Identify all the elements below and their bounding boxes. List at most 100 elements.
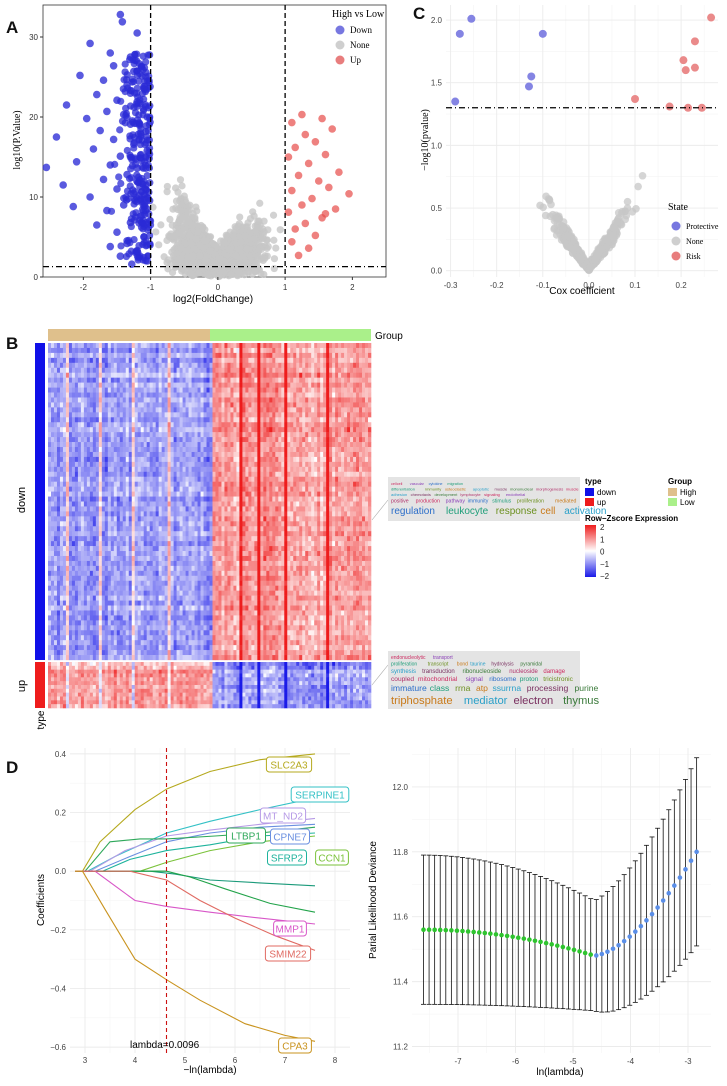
heatmap-cell (152, 377, 156, 383)
none-point (188, 221, 196, 230)
heatmap-cell (281, 367, 285, 374)
y-tick-label: 0.0 (431, 267, 443, 276)
heatmap-cell (197, 357, 201, 364)
heatmap-cell (224, 362, 228, 369)
heatmap-cell (290, 397, 294, 403)
heatmap-cell (221, 402, 225, 408)
heatmap-cell (224, 377, 228, 383)
down-point (93, 90, 101, 99)
heatmap-cell (203, 422, 207, 428)
heatmap-cell (92, 387, 97, 393)
heatmap-cell (356, 372, 360, 378)
heatmap-cell (164, 347, 168, 354)
heatmap-cell (227, 382, 231, 388)
none-point (638, 171, 647, 180)
heatmap-cell (272, 347, 276, 354)
heatmap-cell (302, 387, 306, 393)
heatmap-cell (170, 367, 174, 374)
heatmap-cell (98, 387, 103, 393)
heatmap-cell (296, 343, 300, 349)
heatmap-cell (302, 392, 306, 398)
heatmap-cell (143, 382, 147, 388)
heatmap-cell (104, 387, 109, 393)
heatmap-cell (338, 362, 342, 369)
heatmap-cell (62, 357, 67, 364)
heatmap-cell (182, 347, 186, 354)
heatmap-cell (53, 402, 58, 408)
heatmap-cell (350, 372, 354, 378)
protective-point (467, 14, 476, 23)
heatmap-cell (332, 367, 336, 374)
heatmap-cell (212, 382, 216, 388)
x-tick-label: 2 (350, 283, 355, 292)
heatmap-cell (287, 352, 291, 359)
heatmap-cell (251, 417, 255, 423)
down-point (135, 219, 143, 227)
heatmap-cell (182, 397, 186, 403)
heatmap-cell (248, 417, 252, 423)
heatmap-cell (293, 412, 297, 418)
heatmap-cell (182, 382, 186, 388)
heatmap-cell (329, 382, 333, 388)
heatmap-cell (158, 407, 162, 413)
heatmap-cell (146, 357, 150, 364)
down-point (62, 101, 71, 109)
heatmap-cell (209, 412, 213, 418)
heatmap-cell (335, 392, 339, 398)
heatmap-cell (341, 347, 345, 354)
heatmap-cell (257, 367, 261, 374)
heatmap-cell (311, 347, 315, 354)
up-point (318, 114, 326, 123)
heatmap-cell (239, 412, 243, 418)
heatmap-cell (275, 367, 279, 374)
heatmap-cell (182, 392, 186, 398)
heatmap-cell (59, 357, 64, 364)
down-point (123, 170, 131, 179)
heatmap-cell (143, 357, 147, 364)
heatmap-cell (155, 357, 159, 364)
heatmap-cell (119, 382, 124, 388)
down-point (119, 110, 128, 119)
heatmap-cell (350, 402, 354, 408)
heatmap-cell (68, 362, 73, 369)
heatmap-cell (110, 362, 115, 369)
heatmap-cell (80, 407, 85, 413)
down-point (76, 71, 84, 80)
heatmap-cell (242, 362, 246, 369)
heatmap-cell (164, 407, 168, 413)
heatmap-cell (191, 422, 195, 428)
heatmap-cell (89, 397, 94, 403)
heatmap-cell (167, 352, 171, 359)
heatmap-cell (233, 362, 237, 369)
heatmap-cell (161, 377, 165, 383)
heatmap-cell (77, 343, 82, 349)
heatmap-cell (140, 357, 144, 364)
heatmap-cell (236, 343, 240, 349)
heatmap-cell (320, 392, 324, 398)
heatmap-cell (188, 343, 192, 349)
heatmap-cell (71, 372, 76, 378)
heatmap-cell (341, 372, 345, 378)
heatmap-cell (173, 362, 177, 369)
heatmap-cell (314, 397, 318, 403)
heatmap-cell (110, 407, 115, 413)
x-tick-label: -0.2 (490, 281, 504, 290)
y-tick-label: 2.0 (431, 16, 443, 25)
heatmap-cell (164, 402, 168, 408)
heatmap-cell (119, 367, 124, 374)
heatmap-cell (185, 402, 189, 408)
heatmap-cell (119, 347, 124, 354)
heatmap-cell (83, 352, 88, 359)
heatmap-cell (263, 372, 267, 378)
heatmap-cell (221, 343, 225, 349)
heatmap-cell (167, 412, 171, 418)
heatmap-cell (164, 357, 168, 364)
heatmap-cell (170, 397, 174, 403)
heatmap-cell (257, 357, 261, 364)
down-point (126, 120, 135, 128)
none-point (586, 263, 595, 271)
heatmap-cell (185, 397, 189, 403)
heatmap-cell (368, 397, 372, 403)
heatmap-cell (48, 407, 52, 413)
heatmap-cell (299, 412, 303, 418)
